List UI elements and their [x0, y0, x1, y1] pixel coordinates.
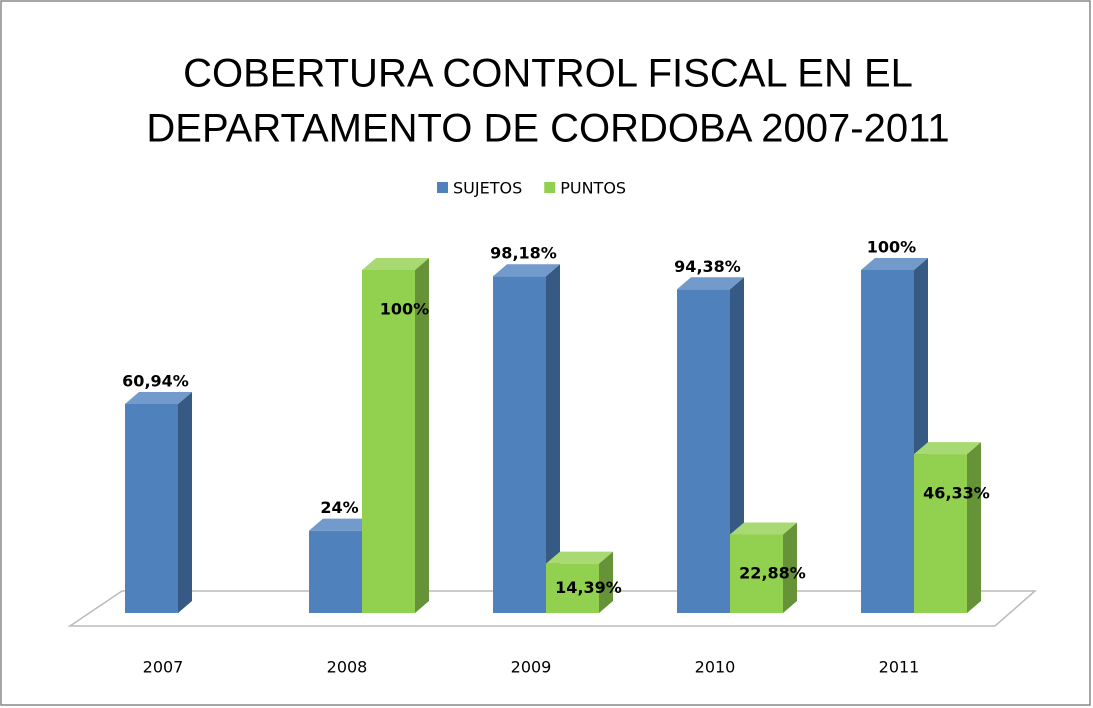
x-tick-label: 2007 — [143, 658, 184, 677]
bar-side — [178, 391, 192, 613]
bar-front — [546, 563, 599, 613]
bar-top — [730, 522, 797, 535]
bar-top — [914, 442, 981, 455]
bar — [861, 258, 928, 613]
x-tick-label: 2010 — [695, 658, 736, 677]
legend-label: SUJETOS — [453, 179, 522, 198]
bar — [677, 277, 744, 613]
x-tick-label: 2009 — [511, 658, 552, 677]
bar-front — [493, 276, 546, 613]
bar-top — [546, 551, 613, 564]
bar-top — [309, 518, 376, 531]
chart-title: COBERTURA CONTROL FISCAL EN EL — [183, 52, 913, 96]
bar-front — [309, 530, 362, 613]
chart-title: DEPARTAMENTO DE CORDOBA 2007-2011 — [146, 107, 949, 151]
bar — [125, 391, 192, 613]
bar-side — [599, 551, 613, 613]
bar — [362, 258, 429, 613]
bar-side — [783, 522, 797, 613]
bar-front — [362, 270, 415, 613]
bar-front — [914, 454, 967, 613]
data-label: 100% — [867, 238, 916, 257]
bar — [730, 522, 797, 613]
bar-front — [125, 403, 178, 613]
bar-front — [861, 270, 914, 613]
data-label: 98,18% — [490, 244, 557, 263]
legend-label: PUNTOS — [560, 179, 626, 198]
bar — [914, 442, 981, 613]
bar — [546, 551, 613, 613]
bar-front — [730, 534, 783, 613]
data-label: 100% — [380, 300, 429, 319]
bar — [493, 264, 560, 613]
bar-side — [546, 264, 560, 613]
data-label: 46,33% — [923, 484, 990, 503]
data-label: 60,94% — [122, 371, 189, 390]
legend-swatch — [437, 182, 448, 193]
bar-top — [125, 391, 192, 404]
bar-top — [493, 264, 560, 277]
legend-swatch — [544, 182, 556, 193]
bar-top — [677, 277, 744, 290]
data-label: 24% — [320, 498, 358, 517]
data-label: 94,38% — [674, 257, 741, 276]
data-label: 14,39% — [555, 578, 622, 597]
data-label: 22,88% — [739, 563, 806, 582]
x-tick-label: 2008 — [327, 658, 368, 677]
bar-top — [362, 258, 429, 270]
x-tick-label: 2011 — [879, 658, 920, 677]
bar-front — [677, 289, 730, 613]
bar-side — [415, 258, 429, 613]
bar-top — [861, 258, 928, 270]
bar-side — [967, 442, 981, 613]
